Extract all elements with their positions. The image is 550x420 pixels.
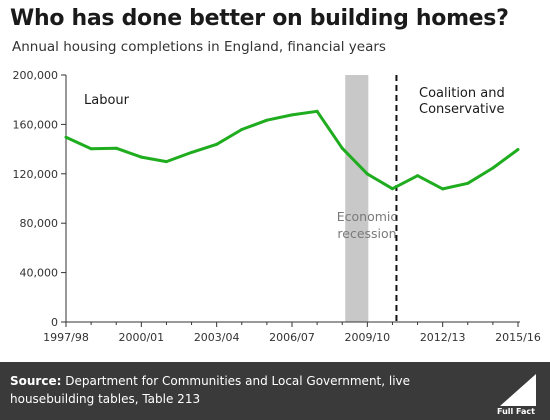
data-point: [516, 147, 520, 151]
y-tick-label: 0: [51, 316, 58, 329]
x-tick-label: 2009/10: [344, 331, 390, 344]
full-fact-logo: Full Fact: [497, 374, 536, 416]
data-point: [365, 172, 369, 176]
annotation-labour: Labour: [84, 93, 130, 108]
data-point: [416, 174, 420, 178]
data-point: [89, 147, 93, 151]
x-tick-label: 2012/13: [420, 331, 466, 344]
series-line-housing-completions: [65, 109, 519, 191]
y-tick-label: 200,000: [13, 69, 59, 82]
data-point: [139, 155, 143, 159]
chart-title: Who has done better on building homes?: [10, 6, 509, 31]
data-point: [315, 109, 319, 113]
data-point: [265, 118, 269, 122]
source-text: Department for Communities and Local Gov…: [10, 374, 411, 406]
x-tick-label: 2015/16: [495, 331, 541, 344]
recession-band: [345, 75, 369, 322]
y-tick-label: 160,000: [13, 118, 59, 131]
data-point: [491, 166, 495, 170]
data-point: [240, 127, 244, 131]
logo-text: Full Fact: [497, 407, 535, 416]
x-tick-label: 1997/98: [43, 331, 89, 344]
y-tick-label: 80,000: [20, 217, 59, 230]
data-point: [64, 135, 68, 139]
x-tick-label: 2000/01: [118, 331, 164, 344]
annotation-recession: Economic: [337, 209, 398, 224]
source-note: Source: Department for Communities and L…: [10, 372, 480, 408]
annotation-coalition-conservative: Coalition and: [419, 86, 505, 101]
annotation-coalition-conservative: Conservative: [419, 102, 504, 117]
x-tick-label: 2006/07: [269, 331, 315, 344]
chart-subtitle: Annual housing completions in England, f…: [12, 39, 386, 55]
annotation-recession: recession: [337, 226, 396, 241]
source-label: Source:: [10, 374, 62, 388]
data-point: [290, 113, 294, 117]
data-point: [215, 142, 219, 146]
source-footer: Source: Department for Communities and L…: [0, 362, 550, 420]
data-point: [441, 187, 445, 191]
data-point: [190, 150, 194, 154]
y-tick-label: 120,000: [13, 168, 59, 181]
data-point: [466, 181, 470, 185]
data-point: [390, 187, 394, 191]
housing-completions-chart: 0 40,000 80,000 120,000 160,000 200,000 1997/9…: [13, 69, 541, 344]
x-tick-label: 2003/04: [194, 331, 240, 344]
y-tick-label: 40,000: [20, 267, 59, 280]
data-point: [114, 146, 118, 150]
data-point: [340, 146, 344, 150]
data-point: [164, 160, 168, 164]
